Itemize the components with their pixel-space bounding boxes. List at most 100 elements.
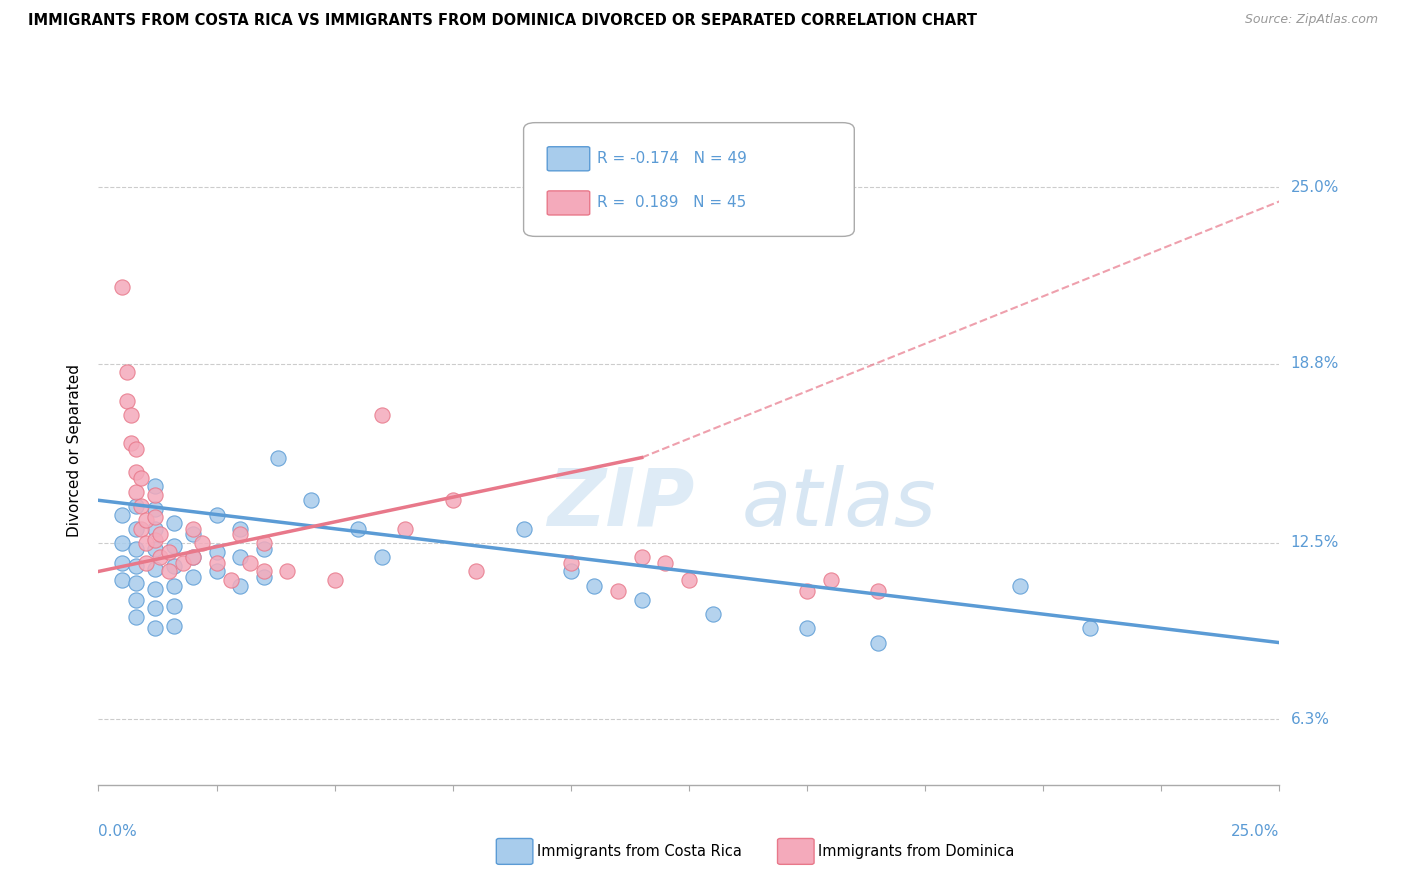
- Point: [583, 579, 606, 593]
- Point: [1080, 621, 1102, 635]
- Text: atlas: atlas: [742, 465, 936, 543]
- Point: [191, 536, 214, 550]
- Point: [125, 465, 148, 479]
- Text: 18.8%: 18.8%: [1291, 356, 1339, 371]
- Point: [394, 522, 416, 536]
- Point: [181, 527, 204, 541]
- FancyBboxPatch shape: [547, 147, 589, 171]
- Text: Source: ZipAtlas.com: Source: ZipAtlas.com: [1244, 13, 1378, 27]
- Point: [111, 573, 134, 587]
- Point: [143, 561, 166, 575]
- Point: [229, 522, 252, 536]
- Text: R =  0.189   N = 45: R = 0.189 N = 45: [596, 195, 747, 211]
- Point: [239, 556, 262, 570]
- Point: [143, 533, 166, 548]
- Point: [143, 621, 166, 635]
- Point: [181, 550, 204, 565]
- Point: [111, 508, 134, 522]
- Point: [111, 279, 134, 293]
- Text: R = -0.174   N = 49: R = -0.174 N = 49: [596, 152, 747, 166]
- Text: Immigrants from Dominica: Immigrants from Dominica: [818, 845, 1015, 859]
- FancyBboxPatch shape: [523, 123, 855, 236]
- Point: [163, 558, 186, 573]
- Point: [163, 539, 186, 553]
- Point: [820, 573, 842, 587]
- Point: [371, 408, 394, 422]
- Point: [135, 513, 157, 527]
- Point: [129, 499, 152, 513]
- Point: [253, 541, 276, 556]
- Point: [135, 556, 157, 570]
- Point: [229, 579, 252, 593]
- Text: IMMIGRANTS FROM COSTA RICA VS IMMIGRANTS FROM DOMINICA DIVORCED OR SEPARATED COR: IMMIGRANTS FROM COSTA RICA VS IMMIGRANTS…: [28, 13, 977, 29]
- Point: [560, 556, 582, 570]
- Point: [129, 522, 152, 536]
- Point: [347, 522, 370, 536]
- Point: [111, 536, 134, 550]
- Point: [163, 579, 186, 593]
- Point: [560, 565, 582, 579]
- Point: [630, 550, 652, 565]
- Point: [121, 436, 143, 450]
- Point: [630, 593, 652, 607]
- Point: [172, 556, 194, 570]
- Point: [125, 499, 148, 513]
- Point: [125, 593, 148, 607]
- Point: [866, 635, 889, 649]
- Point: [796, 584, 818, 599]
- Point: [163, 599, 186, 613]
- Point: [371, 550, 394, 565]
- Point: [229, 527, 252, 541]
- Point: [125, 610, 148, 624]
- Point: [125, 442, 148, 456]
- Point: [143, 541, 166, 556]
- Point: [702, 607, 724, 622]
- Y-axis label: Divorced or Separated: Divorced or Separated: [67, 364, 83, 537]
- Point: [299, 493, 322, 508]
- Point: [441, 493, 464, 508]
- Point: [181, 522, 204, 536]
- Point: [125, 522, 148, 536]
- Text: 25.0%: 25.0%: [1232, 824, 1279, 838]
- Point: [276, 565, 298, 579]
- Point: [125, 484, 148, 499]
- Text: 0.0%: 0.0%: [98, 824, 138, 838]
- Point: [135, 536, 157, 550]
- Point: [163, 516, 186, 530]
- Point: [143, 582, 166, 596]
- Point: [111, 556, 134, 570]
- Point: [143, 510, 166, 524]
- Point: [205, 556, 228, 570]
- Point: [129, 470, 152, 484]
- Point: [157, 544, 180, 558]
- Point: [149, 527, 172, 541]
- Point: [143, 601, 166, 615]
- Text: Immigrants from Costa Rica: Immigrants from Costa Rica: [537, 845, 742, 859]
- Point: [157, 565, 180, 579]
- Point: [205, 565, 228, 579]
- Point: [143, 487, 166, 501]
- Text: 6.3%: 6.3%: [1291, 712, 1330, 727]
- Point: [163, 618, 186, 632]
- FancyBboxPatch shape: [547, 191, 589, 215]
- Point: [115, 365, 138, 379]
- Text: ZIP: ZIP: [547, 465, 695, 543]
- Point: [253, 565, 276, 579]
- Point: [866, 584, 889, 599]
- Point: [181, 570, 204, 584]
- Point: [323, 573, 346, 587]
- Point: [512, 522, 534, 536]
- Point: [253, 536, 276, 550]
- Point: [143, 522, 166, 536]
- Point: [1008, 579, 1031, 593]
- Point: [607, 584, 630, 599]
- Point: [125, 575, 148, 590]
- Point: [219, 573, 242, 587]
- Point: [181, 550, 204, 565]
- Point: [143, 501, 166, 516]
- Point: [115, 393, 138, 408]
- Point: [229, 550, 252, 565]
- Point: [465, 565, 488, 579]
- Point: [253, 570, 276, 584]
- Point: [149, 550, 172, 565]
